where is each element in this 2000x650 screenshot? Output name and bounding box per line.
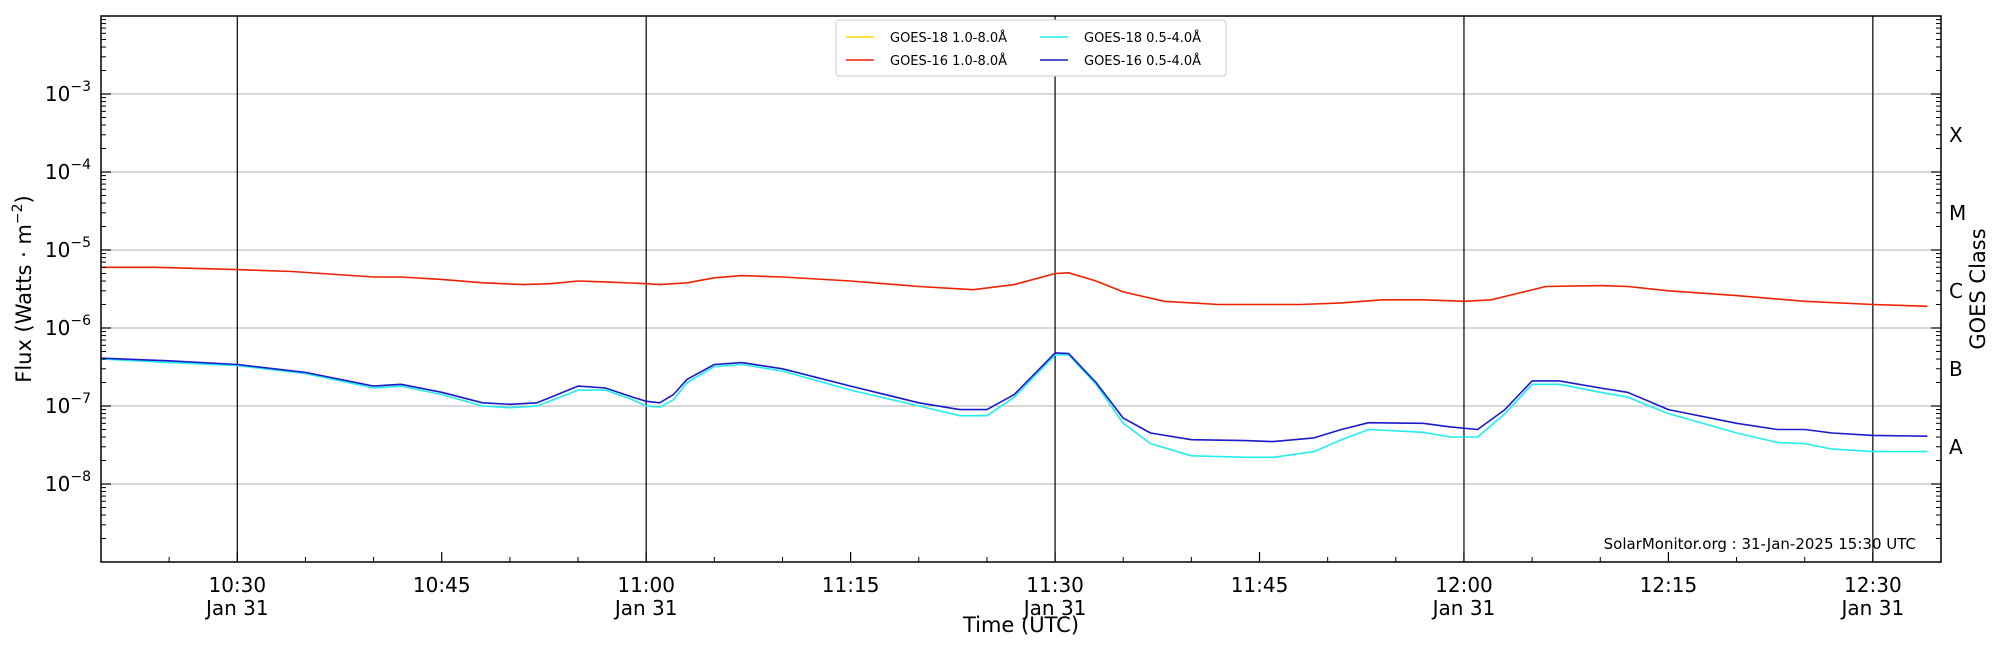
legend-label-0: GOES-18 1.0-8.0Å [890, 30, 1007, 46]
series-line-1 [101, 266, 1928, 308]
y-axis-title-close: ) [12, 195, 36, 203]
goes-class-x: X [1949, 123, 1963, 147]
x-tick-label: 11:45 [1231, 573, 1289, 597]
x-tick-label: 12:00 [1435, 573, 1493, 597]
legend-label-1: GOES-16 1.0-8.0Å [890, 53, 1007, 69]
y-tick-label-base: 10 [45, 472, 70, 496]
goes-class-b: B [1949, 357, 1963, 381]
y-tick-label-base: 10 [45, 316, 70, 340]
x-tick-label: 11:15 [822, 573, 880, 597]
y-tick-label: 10−8 [45, 469, 91, 496]
y-tick-label: 10−4 [45, 157, 91, 184]
x-tick-label: 10:30 [208, 573, 266, 597]
goes-class-labels: A B C M X [1949, 123, 1966, 459]
y-tick-label-exponent: −4 [70, 157, 91, 173]
legend-label-3: GOES-16 0.5-4.0Å [1084, 53, 1201, 69]
y-tick-label-base: 10 [45, 238, 70, 262]
y-tick-label: 10−7 [45, 391, 91, 418]
x-tick-date-label: Jan 31 [1840, 596, 1905, 620]
y-axis-title-base: Flux (Watts · m [12, 224, 36, 383]
y-axis-title: Flux (Watts · m−2) [10, 195, 36, 383]
y-tick-label: 10−6 [45, 313, 91, 340]
legend-label-2: GOES-18 0.5-4.0Å [1084, 30, 1201, 46]
goes-class-axis-title: GOES Class [1966, 228, 1990, 349]
x-tick-date-label: Jan 31 [613, 596, 678, 620]
y-tick-label: 10−3 [45, 79, 91, 106]
y-tick-label-exponent: −8 [70, 469, 91, 485]
goes-class-m: M [1949, 201, 1966, 225]
x-tick-label: 11:00 [617, 573, 675, 597]
x-tick-label: 11:30 [1026, 573, 1084, 597]
y-tick-label-base: 10 [45, 160, 70, 184]
series-line-2 [100, 354, 1928, 459]
goes-class-c: C [1949, 279, 1963, 303]
y-tick-label-base: 10 [45, 82, 70, 106]
y-axis-title-exponent: −2 [10, 203, 26, 224]
x-tick-date-label: Jan 31 [1431, 596, 1496, 620]
y-tick-label-base: 10 [45, 394, 70, 418]
y-tick-label-exponent: −7 [70, 391, 91, 407]
y-tick-label-exponent: −6 [70, 313, 91, 329]
x-tick-date-label: Jan 31 [204, 596, 269, 620]
x-axis-title: Time (UTC) [962, 613, 1079, 637]
series-line-3 [100, 352, 1928, 443]
y-tick-label-exponent: −5 [70, 235, 91, 251]
x-tick-label: 10:45 [413, 573, 471, 597]
day-marker-lines [236, 16, 1874, 562]
y-tick-label: 10−5 [45, 235, 91, 262]
plot-frame [100, 15, 1942, 563]
y-tick-label-exponent: −3 [70, 79, 91, 95]
x-tick-label: 12:15 [1640, 573, 1698, 597]
legend: GOES-18 1.0-8.0Å GOES-16 1.0-8.0Å GOES-18 … [835, 19, 1227, 77]
credit-text: SolarMonitor.org : 31-Jan-2025 15:30 UTC [1604, 535, 1916, 553]
grid-lines [101, 93, 1941, 485]
legend-box [835, 19, 1227, 77]
x-tick-date-label: Jan 31 [1022, 596, 1087, 620]
flux-series [100, 266, 1928, 459]
x-tick-label: 12:30 [1844, 573, 1902, 597]
goes-class-a: A [1949, 435, 1963, 459]
